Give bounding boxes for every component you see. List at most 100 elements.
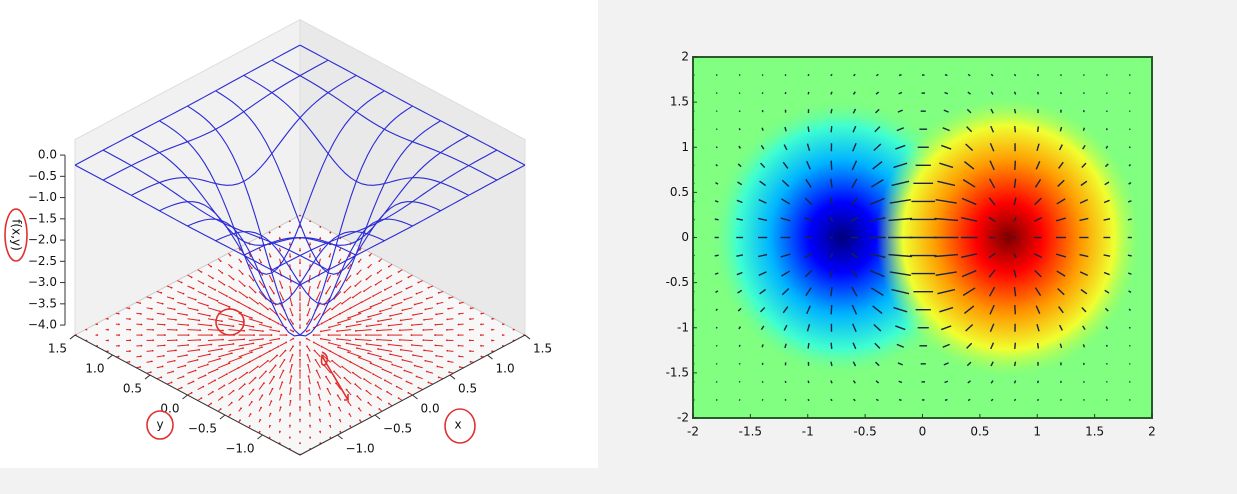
floor-arrow-head	[278, 338, 280, 340]
z-tick-label: −2.0	[28, 233, 57, 247]
floor-arrow-head	[398, 271, 400, 273]
floor-arrow-head	[107, 318, 109, 320]
floor-arrow-head	[365, 334, 367, 336]
floor-arrow-head	[403, 370, 405, 372]
floor-arrow-head	[232, 343, 234, 345]
floor-arrow-head	[469, 339, 471, 341]
floor-arrow-head	[480, 323, 482, 325]
floor-arrow-head	[273, 293, 275, 295]
z-tick-label: −2.5	[28, 254, 57, 268]
floor-arrow-head	[459, 302, 461, 304]
floor-arrow-head	[129, 339, 131, 341]
floor-arrow-head	[201, 397, 203, 399]
floor-arrow-head	[267, 360, 269, 362]
floor-arrow-head	[349, 307, 351, 309]
floor-arrow-head	[388, 325, 390, 327]
floor-arrow-head	[389, 315, 391, 317]
floor-arrow-head	[226, 373, 228, 375]
floor-arrow-head	[292, 323, 294, 325]
floor-arrow-head	[346, 389, 348, 391]
floor-arrow-head	[255, 292, 257, 294]
floor-arrow-head	[118, 356, 120, 358]
floor-arrow-head	[242, 347, 244, 349]
floor-arrow-head	[160, 292, 162, 294]
floor-arrow-head	[317, 381, 319, 383]
floor-arrow-head	[299, 275, 301, 277]
floor-arrow-head	[469, 318, 471, 320]
field-arrow	[1038, 92, 1039, 94]
field-arrow	[1083, 400, 1084, 401]
floor-arrow-head	[337, 322, 339, 324]
floor-arrow-head	[369, 414, 371, 416]
x-tick-label: 0	[919, 425, 927, 439]
floor-arrow-head	[191, 276, 193, 278]
floor-arrow-head	[436, 303, 438, 305]
floor-arrow-head	[202, 283, 204, 285]
floor-arrow-head	[319, 250, 321, 252]
floor-arrow-head	[349, 425, 351, 427]
floor-arrow-head	[331, 309, 333, 311]
floor-arrow-head	[396, 386, 398, 388]
field-arrow	[785, 381, 786, 383]
floor-arrow-head	[262, 330, 264, 332]
floor-arrow-head	[292, 354, 294, 356]
floor-arrow-head	[366, 325, 368, 327]
floor-arrow-head	[426, 371, 428, 373]
floor-arrow-head	[275, 365, 277, 367]
floor-arrow-head	[299, 287, 301, 289]
floor-arrow-head	[217, 368, 219, 370]
floor-arrow-head	[220, 408, 222, 410]
x-tick-label: −0.5	[383, 422, 412, 436]
floor-arrow-head	[309, 436, 311, 438]
floor-arrow-head	[320, 330, 322, 332]
floor-arrow-head	[141, 324, 143, 326]
floor-arrow-head	[313, 342, 315, 344]
floor-arrow-head	[513, 329, 515, 331]
field-arrow	[1038, 343, 1039, 348]
floor-arrow-head	[291, 304, 293, 306]
floor-arrow-head	[270, 326, 272, 328]
floor-arrow-head	[306, 323, 308, 325]
floor-arrow-head	[183, 293, 185, 295]
floor-arrow-head	[246, 297, 248, 299]
floor-arrow-head	[306, 338, 308, 340]
floor-arrow-head	[289, 436, 291, 438]
field-arrow	[762, 400, 763, 401]
floor-arrow-head	[205, 294, 207, 296]
z-tick-label: −3.5	[28, 296, 57, 310]
floor-arrow-head	[377, 320, 379, 322]
floor-arrow-head	[480, 313, 482, 315]
floor-arrow-head	[315, 359, 317, 361]
floor-arrow-head	[417, 282, 419, 284]
y-tick-label: 1.5	[670, 95, 689, 109]
floor-arrow-head	[257, 366, 259, 368]
floor-arrow-head	[243, 330, 245, 332]
field-arrow	[716, 363, 717, 364]
y-tick-label: 1.0	[85, 362, 104, 376]
field-arrow	[808, 74, 809, 75]
floor-arrow-head	[187, 324, 189, 326]
floor-arrow-head	[329, 256, 331, 258]
floor-arrow-head	[164, 334, 166, 336]
floor-arrow-head	[152, 329, 154, 331]
floor-arrow-head	[198, 320, 200, 322]
floor-arrow-head	[231, 267, 233, 269]
field-arrow	[1060, 399, 1061, 400]
field-arrow	[739, 382, 740, 383]
floor-arrow-head	[398, 397, 400, 399]
floor-arrow-head	[423, 319, 425, 321]
x-axis-label: x	[454, 418, 461, 432]
x-tick-label: 1.5	[533, 342, 552, 356]
floor-arrow-head	[346, 280, 348, 282]
field-arrow	[808, 92, 809, 94]
field-arrow	[1084, 381, 1085, 382]
field-arrow	[785, 75, 786, 76]
floor-arrow-head	[411, 324, 413, 326]
floor-arrow-head	[336, 330, 338, 332]
floor-arrow-head	[207, 364, 209, 366]
floor-arrow-head	[172, 298, 174, 300]
floor-arrow-head	[299, 215, 301, 217]
floor-arrow-head	[414, 304, 416, 306]
floor-arrow-head	[394, 294, 396, 296]
floor-arrow-head	[407, 392, 409, 394]
